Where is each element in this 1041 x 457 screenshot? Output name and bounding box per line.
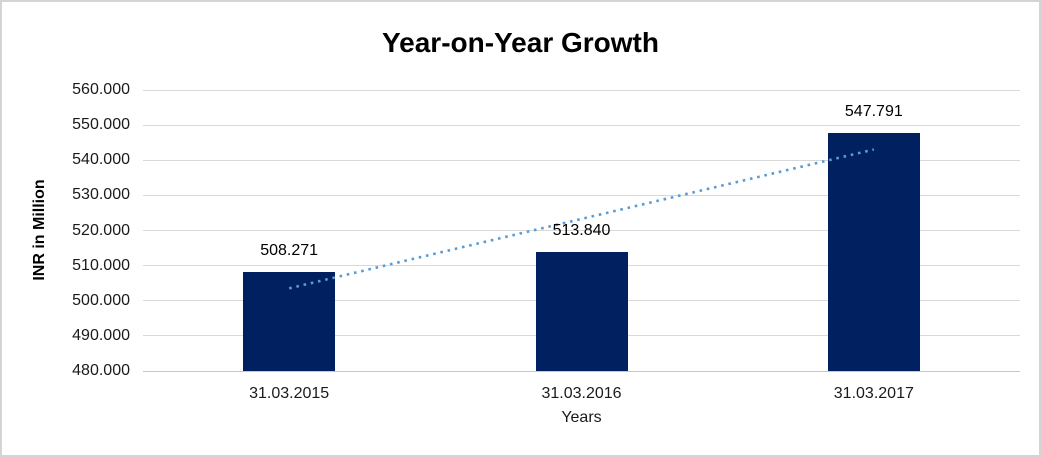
bar-31.03.2015[interactable] [243, 271, 336, 371]
chart-title: Year-on-Year Growth [382, 27, 659, 58]
gridline [143, 89, 1020, 91]
bar-31.03.2016[interactable] [535, 252, 628, 371]
x-axis-line [143, 370, 1020, 372]
x-axis-tick-label: 31.03.2015 [249, 385, 330, 402]
y-axis-tick-label: 500.000 [72, 291, 130, 309]
y-axis-tick-label: 510.000 [72, 256, 130, 274]
bar-value-label: 547.791 [844, 102, 903, 120]
y-axis-tick-label: 480.000 [72, 362, 130, 379]
x-axis-tick-label: 31.03.2016 [541, 385, 622, 402]
y-axis-tick-label: 540.000 [72, 151, 130, 169]
bar-31.03.2017[interactable] [827, 132, 920, 371]
y-axis-tick-label: 550.000 [72, 116, 130, 134]
bar-value-label: 508.271 [260, 241, 319, 259]
y-axis-tick-label: 490.000 [72, 326, 130, 344]
gridline [143, 124, 1020, 126]
x-axis-tick-label: 31.03.2017 [833, 385, 914, 402]
y-axis-tick-label: 530.000 [72, 186, 130, 204]
y-axis-tick-label: 560.000 [72, 81, 130, 98]
bar-value-label: 513.840 [552, 222, 611, 240]
x-axis-title: Years [561, 409, 602, 426]
y-axis-tick-label: 520.000 [72, 221, 130, 239]
